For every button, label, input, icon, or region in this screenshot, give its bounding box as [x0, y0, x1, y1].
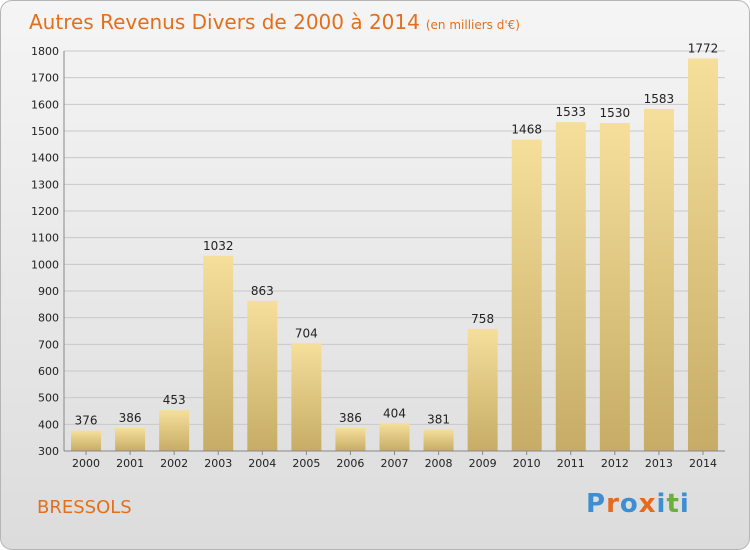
- y-tick-label: 900: [38, 285, 59, 298]
- x-tick-label-2008: 2008: [425, 457, 453, 470]
- x-tick-label-2006: 2006: [336, 457, 364, 470]
- unit-note: (en milliers d'€): [425, 18, 520, 32]
- value-label-2012: 1530: [600, 106, 631, 120]
- y-tick-label: 1700: [31, 72, 59, 85]
- value-label-2007: 404: [383, 406, 406, 420]
- value-label-2006: 386: [339, 411, 362, 425]
- y-tick-label: 600: [38, 365, 59, 378]
- bar-2002: [159, 410, 190, 451]
- bar-2001: [115, 428, 146, 451]
- y-tick-label: 1000: [31, 258, 59, 271]
- value-labels-layer: 376 386 453 1032 863 704 386 404 381 758 1468 1533 1…: [75, 41, 719, 427]
- x-tick-label-2014: 2014: [689, 457, 717, 470]
- x-tick-label-2001: 2001: [116, 457, 144, 470]
- logo-letter: i: [679, 489, 690, 519]
- value-label-2002: 453: [163, 393, 186, 407]
- value-label-2000: 376: [75, 414, 98, 428]
- bars-layer: [71, 58, 718, 452]
- bar-2009: [467, 328, 498, 451]
- logo-letter: o: [619, 489, 639, 519]
- x-tick-label-2013: 2013: [645, 457, 673, 470]
- y-tick-label: 1600: [31, 98, 59, 111]
- logo-letter: r: [606, 489, 620, 519]
- bar-2004: [247, 300, 278, 451]
- axis-layer: 300 400 500 600 700 800 900 1000 1100 1200 1300 140…: [31, 45, 725, 470]
- value-label-2004: 863: [251, 284, 274, 298]
- chart-title: Autres Revenus Divers de 2000 à 2014 (en …: [29, 10, 520, 34]
- y-tick-label: 1100: [31, 232, 59, 245]
- bar-2007: [379, 423, 410, 451]
- value-label-2005: 704: [295, 326, 318, 340]
- y-tick-label: 400: [38, 418, 59, 431]
- y-tick-label: 300: [38, 445, 59, 458]
- value-label-2014: 1772: [688, 41, 719, 55]
- bar-2013: [643, 108, 674, 451]
- value-label-2011: 1533: [555, 105, 586, 119]
- x-tick-label-2011: 2011: [557, 457, 585, 470]
- bar-2010: [511, 139, 542, 452]
- value-label-2003: 1032: [203, 239, 234, 253]
- bar-2000: [71, 430, 102, 451]
- logo-letter: i: [656, 489, 667, 519]
- proxiti-logo: Proxiti: [586, 489, 690, 519]
- bar-2006: [335, 428, 366, 451]
- x-tick-label-2012: 2012: [601, 457, 629, 470]
- bar-2003: [203, 255, 234, 451]
- y-tick-label: 700: [38, 338, 59, 351]
- x-tick-label-2009: 2009: [469, 457, 497, 470]
- x-tick-label-2010: 2010: [513, 457, 541, 470]
- value-label-2001: 386: [119, 411, 142, 425]
- y-tick-label: 1200: [31, 205, 59, 218]
- logo-letter: t: [666, 489, 680, 519]
- logo-letter: P: [586, 489, 607, 519]
- x-tick-label-2002: 2002: [160, 457, 188, 470]
- bar-2012: [599, 123, 630, 451]
- x-tick-label-2007: 2007: [381, 457, 409, 470]
- x-tick-label-2000: 2000: [72, 457, 100, 470]
- value-label-2013: 1583: [644, 92, 675, 106]
- chart-title-text: Autres Revenus Divers de 2000 à 2014: [29, 10, 420, 34]
- y-tick-label: 1300: [31, 178, 59, 191]
- value-label-2010: 1468: [511, 123, 542, 137]
- y-tick-label: 1800: [31, 45, 59, 58]
- bar-2005: [291, 343, 322, 451]
- y-tick-label: 800: [38, 312, 59, 325]
- bar-2011: [555, 122, 586, 451]
- x-tick-label-2004: 2004: [248, 457, 276, 470]
- x-tick-label-2003: 2003: [204, 457, 232, 470]
- bar-2008: [423, 429, 454, 451]
- bar-2014: [687, 58, 718, 451]
- value-label-2008: 381: [427, 412, 450, 426]
- y-tick-label: 500: [38, 392, 59, 405]
- location-label: BRESSOLS: [37, 497, 132, 518]
- y-tick-label: 1500: [31, 125, 59, 138]
- value-label-2009: 758: [471, 312, 494, 326]
- logo-letter: x: [638, 489, 657, 519]
- x-tick-label-2005: 2005: [292, 457, 320, 470]
- y-tick-label: 1400: [31, 152, 59, 165]
